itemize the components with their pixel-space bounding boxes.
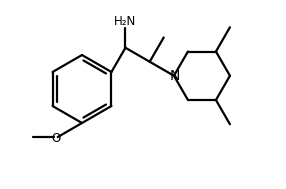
Text: H₂N: H₂N: [114, 15, 137, 28]
Text: O: O: [51, 132, 60, 145]
Text: N: N: [170, 69, 180, 83]
